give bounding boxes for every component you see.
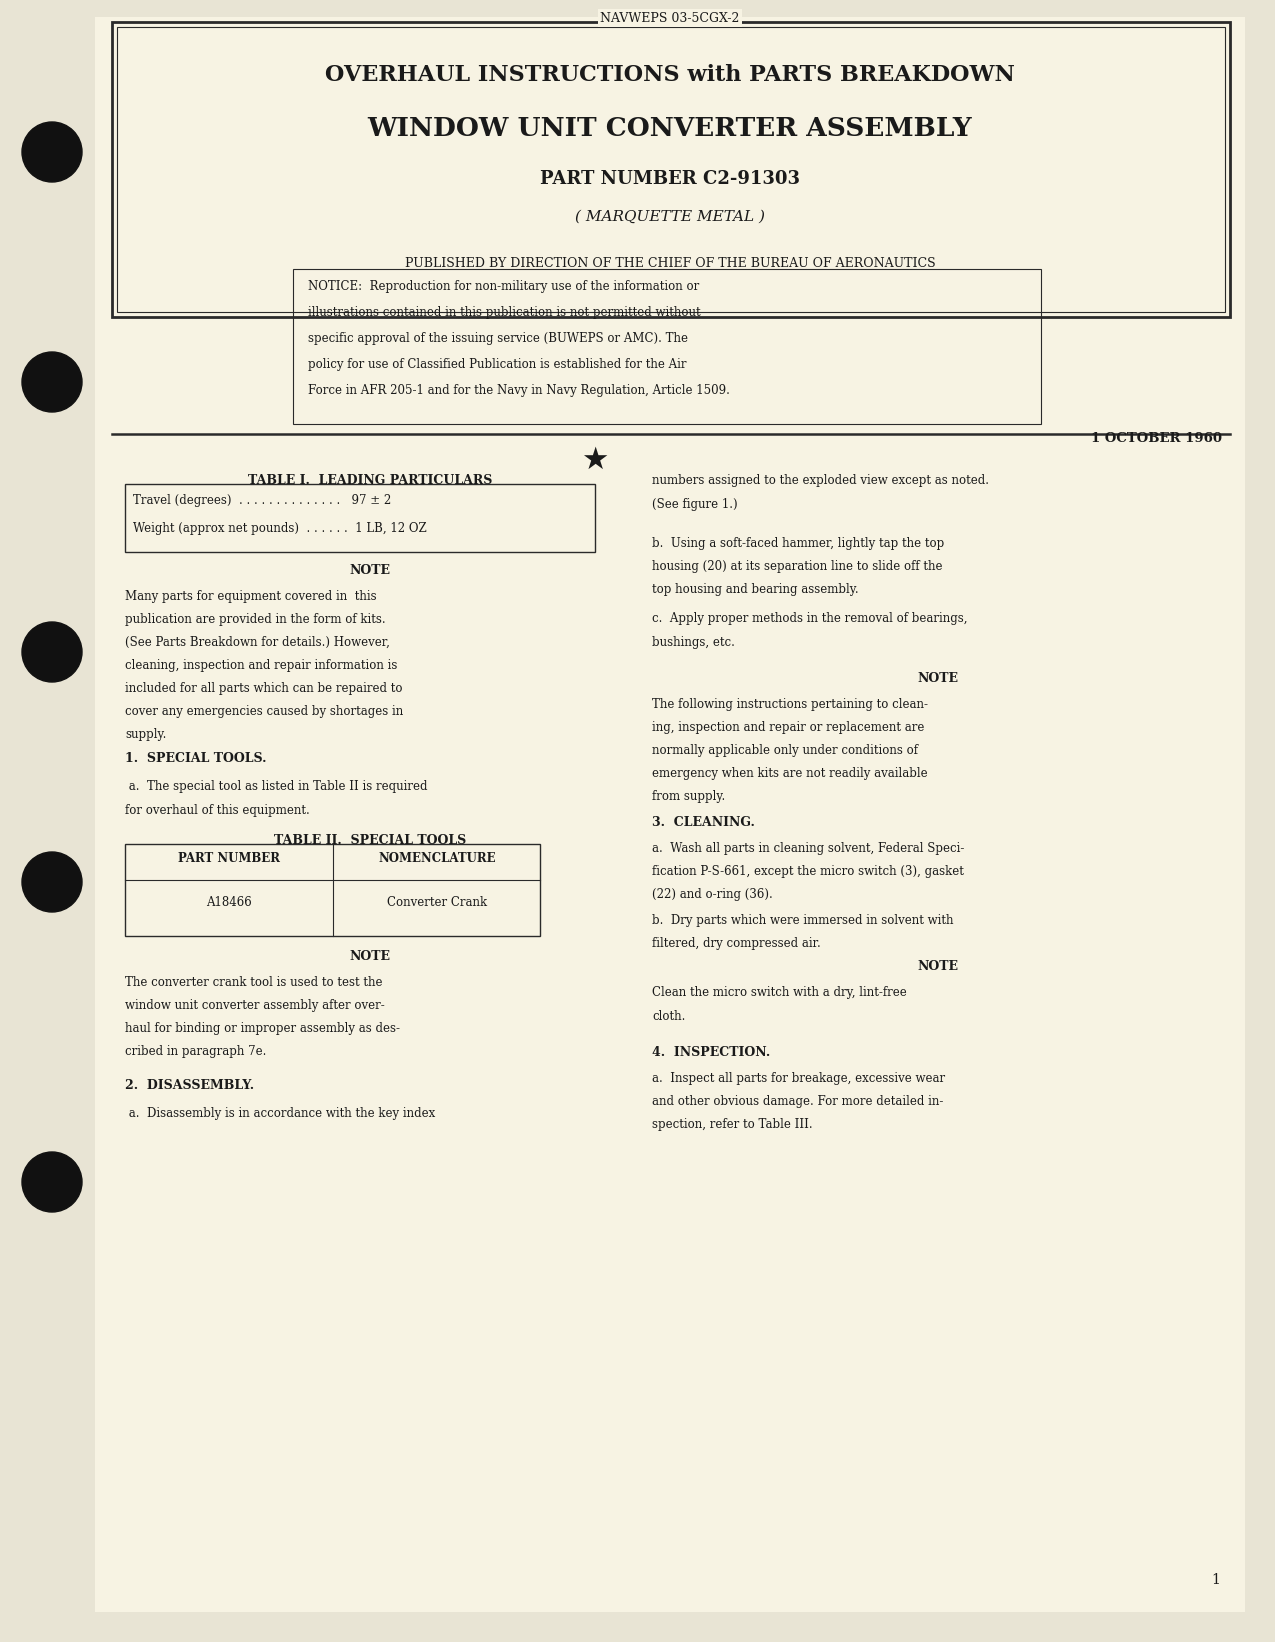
Text: policy for use of Classified Publication is established for the Air: policy for use of Classified Publication… [309, 358, 686, 371]
Text: cloth.: cloth. [652, 1010, 686, 1023]
Text: NOTE: NOTE [349, 951, 390, 962]
Text: a.  Inspect all parts for breakage, excessive wear: a. Inspect all parts for breakage, exces… [652, 1072, 945, 1085]
Text: NOTE: NOTE [918, 961, 959, 974]
Circle shape [22, 122, 82, 182]
Text: b.  Using a soft-faced hammer, lightly tap the top: b. Using a soft-faced hammer, lightly ta… [652, 537, 945, 550]
Text: cover any emergencies caused by shortages in: cover any emergencies caused by shortage… [125, 704, 403, 718]
Text: (See Parts Breakdown for details.) However,: (See Parts Breakdown for details.) Howev… [125, 635, 390, 649]
Text: c.  Apply proper methods in the removal of bearings,: c. Apply proper methods in the removal o… [652, 612, 968, 626]
Text: PART NUMBER C2-91303: PART NUMBER C2-91303 [541, 171, 799, 187]
Text: normally applicable only under conditions of: normally applicable only under condition… [652, 744, 918, 757]
Text: Converter Crank: Converter Crank [386, 897, 487, 910]
Text: OVERHAUL INSTRUCTIONS with PARTS BREAKDOWN: OVERHAUL INSTRUCTIONS with PARTS BREAKDO… [325, 64, 1015, 85]
Text: emergency when kits are not readily available: emergency when kits are not readily avai… [652, 767, 928, 780]
Bar [293, 269, 1040, 424]
Bar [125, 844, 541, 936]
Text: ★: ★ [581, 447, 608, 475]
Text: ing, inspection and repair or replacement are: ing, inspection and repair or replacemen… [652, 721, 924, 734]
Text: 2.  DISASSEMBLY.: 2. DISASSEMBLY. [125, 1079, 254, 1092]
Text: 1.  SPECIAL TOOLS.: 1. SPECIAL TOOLS. [125, 752, 266, 765]
Circle shape [22, 1153, 82, 1212]
Text: cleaning, inspection and repair information is: cleaning, inspection and repair informat… [125, 658, 398, 672]
Text: Weight (approx net pounds)  . . . . . .  1 LB, 12 OZ: Weight (approx net pounds) . . . . . . 1… [133, 522, 427, 535]
Text: a.  The special tool as listed in Table II is required: a. The special tool as listed in Table I… [125, 780, 427, 793]
Text: TABLE I.  LEADING PARTICULARS: TABLE I. LEADING PARTICULARS [247, 475, 492, 488]
Text: The following instructions pertaining to clean-: The following instructions pertaining to… [652, 698, 928, 711]
Text: Travel (degrees)  . . . . . . . . . . . . . .   97 ± 2: Travel (degrees) . . . . . . . . . . . .… [133, 494, 391, 507]
Text: 1: 1 [1211, 1573, 1220, 1588]
Text: (See figure 1.): (See figure 1.) [652, 498, 738, 511]
Bar [125, 484, 595, 552]
Text: Force in AFR 205-1 and for the Navy in Navy Regulation, Article 1509.: Force in AFR 205-1 and for the Navy in N… [309, 384, 729, 397]
Text: NOMENCLATURE: NOMENCLATURE [379, 852, 496, 865]
Text: The converter crank tool is used to test the: The converter crank tool is used to test… [125, 975, 382, 988]
Text: a.  Wash all parts in cleaning solvent, Federal Speci-: a. Wash all parts in cleaning solvent, F… [652, 842, 964, 855]
Text: NOTE: NOTE [918, 672, 959, 685]
Text: PUBLISHED BY DIRECTION OF THE CHIEF OF THE BUREAU OF AERONAUTICS: PUBLISHED BY DIRECTION OF THE CHIEF OF T… [404, 258, 936, 269]
Text: and other obvious damage. For more detailed in-: and other obvious damage. For more detai… [652, 1095, 944, 1108]
Text: housing (20) at its separation line to slide off the: housing (20) at its separation line to s… [652, 560, 942, 573]
Text: cribed in paragraph 7e.: cribed in paragraph 7e. [125, 1044, 266, 1057]
Circle shape [22, 622, 82, 681]
Text: b.  Dry parts which were immersed in solvent with: b. Dry parts which were immersed in solv… [652, 915, 954, 928]
Circle shape [22, 351, 82, 412]
Text: Clean the micro switch with a dry, lint-free: Clean the micro switch with a dry, lint-… [652, 985, 907, 998]
Text: NOTE: NOTE [349, 563, 390, 576]
Text: ( MARQUETTE METAL ): ( MARQUETTE METAL ) [575, 210, 765, 223]
Text: 1 OCTOBER 1960: 1 OCTOBER 1960 [1091, 432, 1221, 445]
Text: Many parts for equipment covered in  this: Many parts for equipment covered in this [125, 589, 376, 603]
Text: fication P-S-661, except the micro switch (3), gasket: fication P-S-661, except the micro switc… [652, 865, 964, 878]
Text: for overhaul of this equipment.: for overhaul of this equipment. [125, 805, 310, 818]
Text: numbers assigned to the exploded view except as noted.: numbers assigned to the exploded view ex… [652, 475, 989, 488]
Text: NOTICE:  Reproduction for non-military use of the information or: NOTICE: Reproduction for non-military us… [309, 281, 699, 292]
Text: 3.  CLEANING.: 3. CLEANING. [652, 816, 755, 829]
Text: specific approval of the issuing service (BUWEPS or AMC). The: specific approval of the issuing service… [309, 332, 688, 345]
Text: 4.  INSPECTION.: 4. INSPECTION. [652, 1046, 770, 1059]
Text: publication are provided in the form of kits.: publication are provided in the form of … [125, 612, 385, 626]
Text: haul for binding or improper assembly as des-: haul for binding or improper assembly as… [125, 1021, 400, 1034]
Text: illustrations contained in this publication is not permitted without: illustrations contained in this publicat… [309, 305, 701, 319]
Text: A18466: A18466 [207, 897, 252, 910]
Bar [117, 26, 1225, 312]
Text: window unit converter assembly after over-: window unit converter assembly after ove… [125, 998, 385, 1011]
Text: NAVWEPS 03-5CGX-2: NAVWEPS 03-5CGX-2 [601, 11, 740, 25]
Text: spection, refer to Table III.: spection, refer to Table III. [652, 1118, 812, 1131]
Bar [112, 21, 1230, 317]
Text: bushings, etc.: bushings, etc. [652, 635, 734, 649]
Text: PART NUMBER: PART NUMBER [179, 852, 280, 865]
Text: from supply.: from supply. [652, 790, 725, 803]
Text: filtered, dry compressed air.: filtered, dry compressed air. [652, 938, 821, 951]
Text: a.  Disassembly is in accordance with the key index: a. Disassembly is in accordance with the… [125, 1107, 435, 1120]
Circle shape [22, 852, 82, 911]
Text: supply.: supply. [125, 727, 166, 741]
Text: (22) and o-ring (36).: (22) and o-ring (36). [652, 888, 773, 901]
Text: WINDOW UNIT CONVERTER ASSEMBLY: WINDOW UNIT CONVERTER ASSEMBLY [367, 117, 973, 141]
Text: TABLE II.  SPECIAL TOOLS: TABLE II. SPECIAL TOOLS [274, 834, 467, 847]
Text: included for all parts which can be repaired to: included for all parts which can be repa… [125, 681, 403, 695]
Text: top housing and bearing assembly.: top housing and bearing assembly. [652, 583, 858, 596]
